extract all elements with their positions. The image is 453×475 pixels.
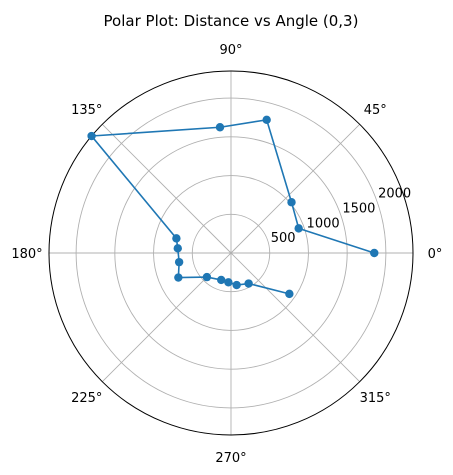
- angle-grid-line: [230, 252, 361, 383]
- data-point: [216, 275, 226, 285]
- data-point: [202, 272, 212, 282]
- data-point: [174, 257, 184, 267]
- polar-frame: [48, 70, 414, 436]
- angle-grid-line: [101, 252, 232, 383]
- data-point: [215, 123, 225, 132]
- radial-tick-label: 1000: [307, 216, 340, 231]
- series-layer: [87, 115, 379, 299]
- angle-tick-label: 0°: [428, 247, 443, 262]
- data-point: [174, 273, 183, 282]
- angle-tick-label: 45°: [364, 103, 387, 118]
- data-point: [232, 280, 241, 290]
- radial-tick-label: 2000: [378, 187, 411, 202]
- series-line: [89, 118, 375, 295]
- data-point: [172, 234, 181, 243]
- angle-tick-label: 315°: [360, 391, 391, 406]
- angle-tick-label: 180°: [11, 247, 42, 262]
- data-point: [262, 115, 271, 125]
- data-point: [370, 248, 379, 258]
- angle-tick-label: 270°: [215, 451, 246, 466]
- angle-tick-labels: 0° 45° 90° 135° 180° 225° 270° 315°: [11, 43, 442, 466]
- data-point: [244, 279, 253, 288]
- data-point: [87, 131, 96, 141]
- data-point: [285, 289, 294, 299]
- grid-layer: [48, 70, 414, 436]
- data-point: [224, 278, 233, 287]
- radial-tick-label: 1500: [342, 202, 375, 217]
- data-point: [173, 244, 182, 253]
- angle-grid-line: [101, 123, 232, 254]
- angle-tick-label: 225°: [71, 391, 102, 406]
- data-point: [287, 198, 296, 207]
- angle-grid-line: [230, 123, 361, 254]
- chart-title: Polar Plot: Distance vs Angle (0,3): [104, 12, 359, 30]
- data-point: [294, 224, 303, 233]
- angle-tick-label: 135°: [71, 103, 102, 118]
- radial-tick-label: 500: [271, 231, 296, 246]
- angle-tick-label: 90°: [219, 43, 242, 58]
